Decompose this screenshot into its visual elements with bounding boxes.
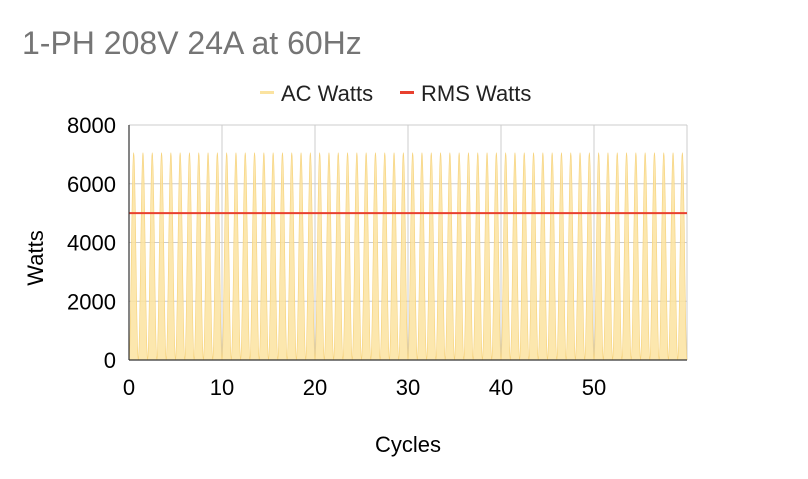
legend-label-ac-watts: AC Watts — [281, 81, 373, 106]
y-tick-label: 8000 — [67, 113, 116, 138]
x-tick-label: 50 — [582, 375, 606, 400]
x-tick-label: 0 — [123, 375, 135, 400]
x-axis-title: Cycles — [375, 432, 441, 457]
y-tick-label: 0 — [104, 348, 116, 373]
gridlines — [129, 124, 688, 361]
x-tick-label: 40 — [489, 375, 513, 400]
axes: 0 2000 4000 6000 8000 0 10 20 30 40 50 — [67, 113, 687, 400]
y-tick-label: 6000 — [67, 172, 116, 197]
x-tick-label: 30 — [396, 375, 420, 400]
y-axis-title: Watts — [23, 230, 48, 285]
x-tick-label: 20 — [303, 375, 327, 400]
legend: AC Watts RMS Watts — [260, 81, 531, 106]
legend-label-rms-watts: RMS Watts — [421, 81, 531, 106]
chart-title: 1-PH 208V 24A at 60Hz — [22, 25, 362, 61]
legend-swatch-rms-watts — [400, 91, 414, 94]
y-tick-label: 2000 — [67, 289, 116, 314]
y-tick-label: 4000 — [67, 231, 116, 256]
x-tick-label: 10 — [210, 375, 234, 400]
legend-swatch-ac-watts — [260, 91, 274, 94]
